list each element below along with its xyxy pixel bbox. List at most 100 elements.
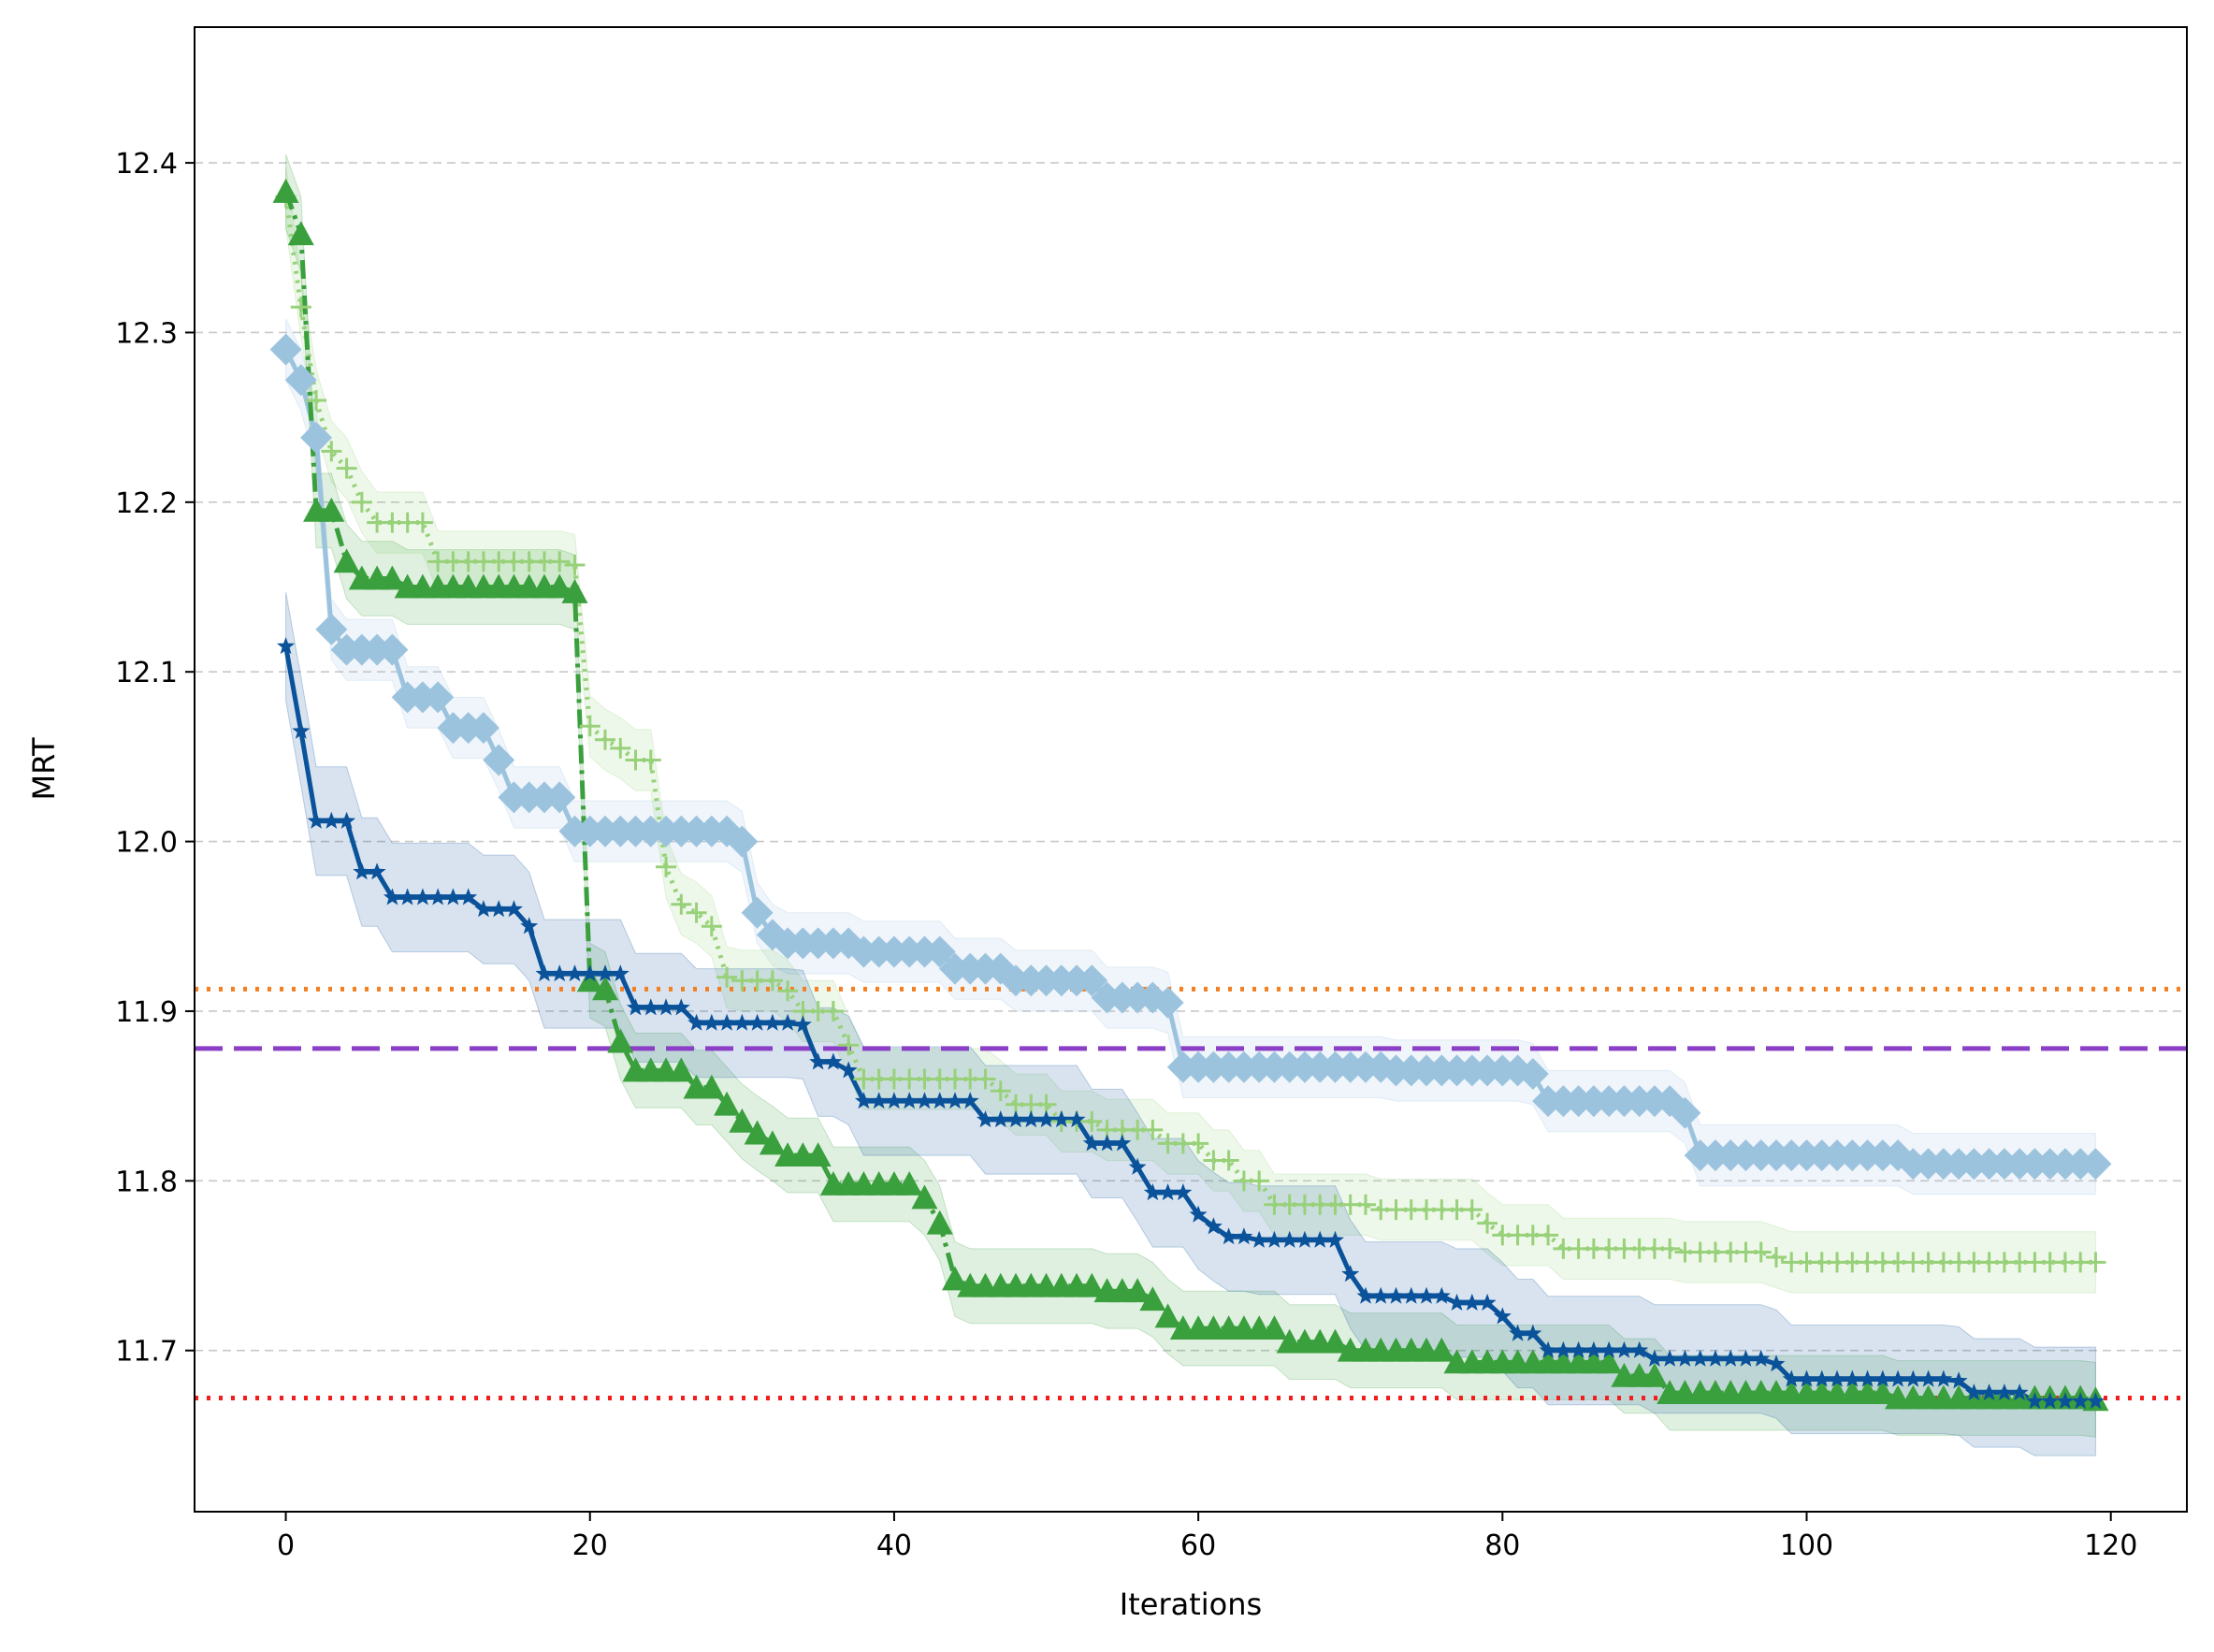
series-3-point xyxy=(1903,1369,1922,1387)
series-3-point xyxy=(2071,1392,2090,1410)
series-3-point xyxy=(383,888,401,906)
series-1-point xyxy=(1659,1238,1681,1259)
series-3-point xyxy=(961,1092,979,1109)
series-1-point xyxy=(351,491,372,513)
series-3-point xyxy=(1949,1371,1968,1389)
series-3-point xyxy=(1098,1134,1117,1152)
series-2-point xyxy=(1139,1286,1166,1311)
series-3-point xyxy=(1660,1349,1679,1367)
series-3-point xyxy=(1752,1349,1771,1367)
series-1-point xyxy=(701,916,722,937)
series-1-point xyxy=(1354,1194,1376,1215)
series-3-point xyxy=(474,900,493,918)
series-1-point xyxy=(671,893,692,915)
x-tick-label: 0 xyxy=(277,1529,295,1562)
series-3-point xyxy=(839,1061,858,1079)
series-1-point xyxy=(1765,1246,1787,1268)
series-0-point xyxy=(1076,964,1108,997)
series-2-point xyxy=(561,578,588,603)
series-1-point xyxy=(761,970,783,992)
series-line-1 xyxy=(283,196,2096,1265)
series-3-point xyxy=(748,1013,767,1031)
x-tick-label: 80 xyxy=(1484,1529,1520,1562)
series-1-point xyxy=(822,1000,844,1022)
series-1-point xyxy=(306,390,327,412)
series-3-point xyxy=(1645,1349,1664,1367)
series-2-point xyxy=(318,497,345,522)
series-3-point xyxy=(854,1092,873,1109)
series-2-point xyxy=(607,1028,634,1053)
series-3-point xyxy=(1082,1134,1101,1152)
series-3-point xyxy=(1843,1369,1861,1387)
series-0-point xyxy=(923,935,956,968)
series-1-point xyxy=(686,902,707,923)
series-1-point xyxy=(1477,1212,1498,1234)
series-0-point xyxy=(1516,1058,1549,1091)
series-2-point xyxy=(1078,1272,1106,1297)
series-3-point xyxy=(1326,1230,1344,1248)
series-3-point xyxy=(1174,1183,1193,1201)
y-tick-label: 11.9 xyxy=(115,996,178,1029)
series-3-point xyxy=(1828,1369,1846,1387)
series-3-point xyxy=(566,964,584,982)
series-3-point xyxy=(2025,1392,2044,1410)
series-2-point xyxy=(379,565,406,590)
series-3-point xyxy=(900,1092,919,1109)
series-3-point xyxy=(353,862,371,880)
series-2-point xyxy=(1322,1328,1349,1354)
series-1-point xyxy=(564,554,586,575)
series-1-point xyxy=(1218,1150,1239,1171)
series-0-point xyxy=(832,927,865,960)
series-3-point xyxy=(1737,1349,1755,1367)
series-1-point xyxy=(838,1035,860,1056)
series-3-point xyxy=(459,888,478,906)
y-tick-label: 11.8 xyxy=(115,1166,178,1198)
series-3-point xyxy=(1113,1134,1132,1152)
series-1-point xyxy=(1249,1170,1270,1192)
series-1-point xyxy=(290,297,311,318)
series-3-point xyxy=(687,1013,706,1031)
series-1-point xyxy=(1142,1119,1164,1140)
series-band-3 xyxy=(285,591,2096,1456)
series-1-point xyxy=(412,512,433,533)
series-2-point xyxy=(911,1184,938,1210)
series-3-point xyxy=(1463,1293,1482,1311)
series-3-point xyxy=(1675,1349,1694,1367)
series-3-point xyxy=(1509,1324,1527,1341)
series-2-point xyxy=(272,178,299,203)
y-tick-label: 12.4 xyxy=(115,148,178,181)
series-3-point xyxy=(824,1052,843,1070)
series-0-point xyxy=(543,781,576,814)
series-3-point xyxy=(1767,1355,1786,1372)
series-3-point xyxy=(368,862,386,880)
series-3-point xyxy=(885,1092,904,1109)
series-3-point xyxy=(1448,1293,1467,1311)
series-3-point xyxy=(611,964,629,982)
series-3-point xyxy=(1143,1183,1162,1201)
series-3-point xyxy=(1295,1230,1314,1248)
series-3-point xyxy=(1782,1369,1801,1387)
series-2-point xyxy=(729,1108,756,1133)
series-1-point xyxy=(640,749,661,771)
series-band-0 xyxy=(285,318,2096,1196)
series-2-point xyxy=(1596,1349,1623,1374)
series-3-point xyxy=(1721,1349,1740,1367)
series-1-point xyxy=(777,980,799,1002)
series-2-point xyxy=(1869,1380,1896,1404)
series-2-point xyxy=(668,1057,695,1082)
series-3-point xyxy=(1021,1110,1040,1128)
series-1-point xyxy=(716,966,738,988)
series-1-point xyxy=(336,457,357,479)
series-3-point xyxy=(1585,1340,1603,1358)
series-0-point xyxy=(269,333,302,366)
series-3-point xyxy=(1874,1369,1892,1387)
series-3-point xyxy=(732,1013,751,1031)
series-1-point xyxy=(1188,1133,1209,1154)
x-tick-label: 20 xyxy=(572,1529,608,1562)
y-tick-label: 12.1 xyxy=(115,657,178,689)
series-3-point xyxy=(1265,1230,1283,1248)
series-3-point xyxy=(1919,1369,1938,1387)
series-3-point xyxy=(535,964,554,982)
series-0-point xyxy=(1151,986,1184,1019)
x-tick-label: 100 xyxy=(1780,1529,1833,1562)
